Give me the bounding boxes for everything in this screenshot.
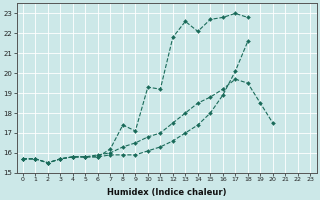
- X-axis label: Humidex (Indice chaleur): Humidex (Indice chaleur): [107, 188, 226, 197]
